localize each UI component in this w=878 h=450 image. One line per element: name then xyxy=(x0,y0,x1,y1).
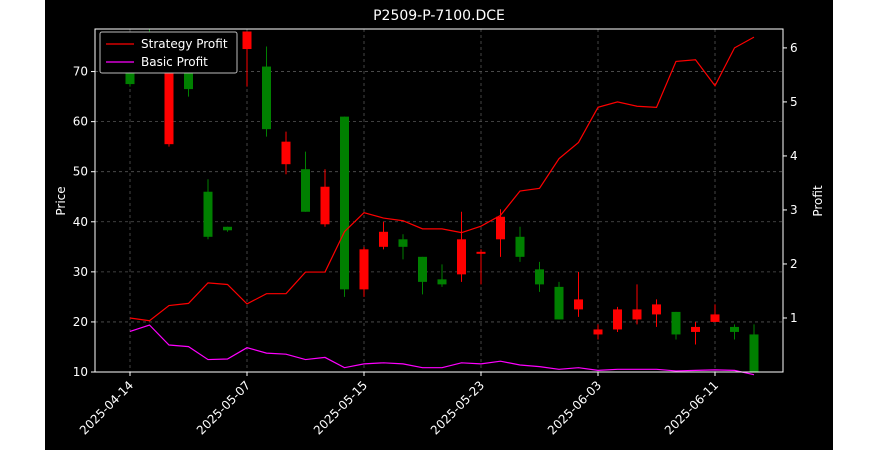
candle-body xyxy=(749,334,759,372)
candle-body xyxy=(184,71,193,90)
y2-tick-label: 3 xyxy=(790,203,798,217)
y-tick-label: 40 xyxy=(73,215,88,229)
candle-body xyxy=(359,249,369,290)
legend-box xyxy=(99,31,238,74)
candle-body xyxy=(710,314,720,322)
y2-tick-label: 2 xyxy=(790,257,798,271)
y2-tick-label: 1 xyxy=(790,311,798,325)
candle-body xyxy=(164,66,174,145)
y-tick-label: 60 xyxy=(73,115,88,129)
candle-body xyxy=(379,231,388,247)
legend-label-strategy: Strategy Profit xyxy=(141,37,228,51)
candle-body xyxy=(554,286,564,320)
candle-body xyxy=(613,309,622,330)
candle-body xyxy=(203,191,213,237)
candle-body xyxy=(125,71,135,85)
y-tick-label: 20 xyxy=(73,315,88,329)
candle-body xyxy=(398,239,408,247)
y-axis-label: Price xyxy=(54,186,68,215)
candle-body xyxy=(418,256,427,282)
candle-body xyxy=(671,311,681,335)
candle-body xyxy=(340,116,349,290)
candle-body xyxy=(535,269,544,285)
candle-body xyxy=(437,279,447,285)
series-line-strategy xyxy=(129,36,755,322)
plot-frame xyxy=(94,28,784,373)
series-line-basic xyxy=(129,324,755,376)
candle-body xyxy=(320,186,330,225)
y-tick-label: 50 xyxy=(73,165,88,179)
candle-body xyxy=(476,251,486,254)
chart-background xyxy=(45,0,833,450)
y2-tick-label: 5 xyxy=(790,95,798,109)
candle-body xyxy=(652,304,661,315)
y2-axis-label: Profit xyxy=(811,185,825,217)
y-tick-label: 30 xyxy=(73,265,88,279)
candle-body xyxy=(515,236,525,257)
candle-body xyxy=(730,326,739,332)
chart-title: P2509-P-7100.DCE xyxy=(373,8,505,24)
candle-layer xyxy=(125,29,759,372)
candle-body xyxy=(691,326,700,332)
candle-body xyxy=(242,31,252,50)
legend-label-basic: Basic Profit xyxy=(141,55,208,69)
candle-body xyxy=(262,66,271,130)
candle-body xyxy=(496,216,505,240)
y-tick-label: 70 xyxy=(73,65,88,79)
candle-body xyxy=(574,299,583,310)
candle-body xyxy=(281,141,291,165)
y-tick-label: 10 xyxy=(73,365,88,379)
candle-body xyxy=(632,309,642,320)
y2-tick-label: 4 xyxy=(790,149,798,163)
line-layer xyxy=(129,36,755,376)
candle-body xyxy=(223,226,232,231)
legend: Strategy Profit Basic Profit xyxy=(99,31,238,74)
y2-tick-label: 6 xyxy=(790,41,798,55)
candle-body xyxy=(301,169,310,212)
candle-body xyxy=(457,239,466,275)
candle-body xyxy=(593,329,603,335)
